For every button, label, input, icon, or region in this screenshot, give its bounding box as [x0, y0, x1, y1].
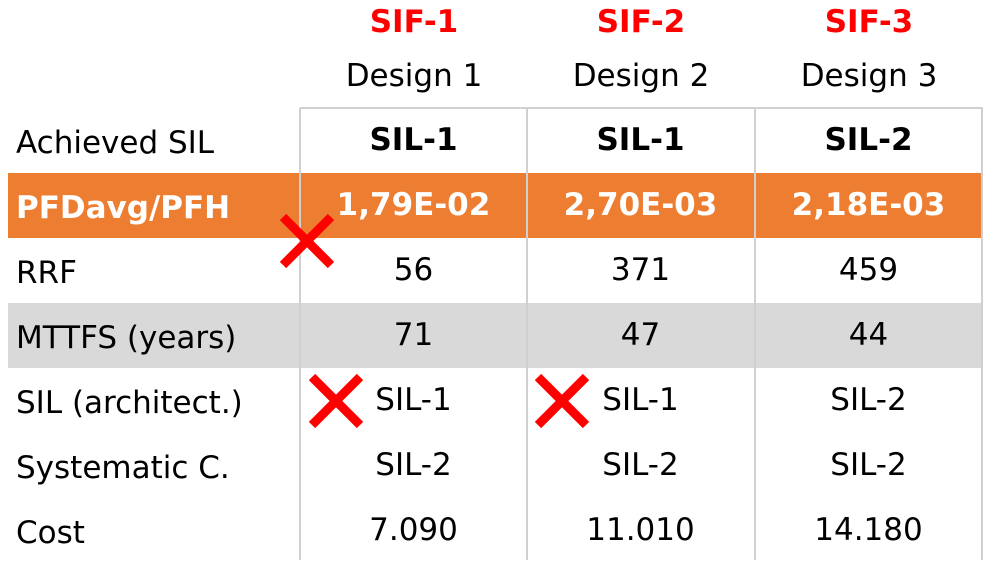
row-label: MTTFS (years)	[16, 320, 237, 356]
table-row: MTTFS (years) 71 47 44	[8, 303, 983, 368]
table-row: SIL (architect.) SIL-1 SIL-1 SIL-2	[8, 368, 983, 433]
table-cell: SIL-2	[375, 447, 452, 483]
table-cell: SIL-2	[830, 447, 907, 483]
row-label: Achieved SIL	[16, 125, 215, 161]
table-cell: SIL-1	[369, 122, 458, 158]
sif-1-header: SIF-1	[369, 4, 459, 40]
cross-mark-icon	[279, 213, 335, 269]
table-cell: SIL-2	[830, 382, 907, 418]
divider	[526, 108, 528, 560]
divider	[300, 107, 983, 109]
table-cell: 7.090	[369, 512, 458, 548]
row-label: SIL (architect.)	[16, 385, 243, 421]
sif-2-header: SIF-2	[596, 4, 686, 40]
row-label: PFDavg/PFH	[16, 190, 231, 226]
table-cell: SIL-2	[602, 447, 679, 483]
table-row: RRF 56 371 459	[8, 238, 983, 303]
table-cell: 2,70E-03	[563, 187, 718, 223]
table-cell: 56	[393, 252, 434, 288]
table-row: Systematic C. SIL-2 SIL-2 SIL-2	[8, 433, 983, 498]
table-cell: SIL-1	[596, 122, 685, 158]
table-cell: 44	[848, 317, 889, 353]
cross-mark-icon	[308, 373, 364, 429]
table-cell: SIL-1	[602, 382, 679, 418]
table-row: Cost 7.090 11.010 14.180	[8, 498, 983, 563]
table-cell: 47	[620, 317, 661, 353]
row-label: RRF	[16, 255, 77, 291]
table-cell: 371	[610, 252, 671, 288]
design-2-header: Design 2	[572, 58, 710, 94]
divider	[754, 108, 756, 560]
table-cell: SIL-1	[375, 382, 452, 418]
divider	[299, 108, 301, 560]
table-cell: SIL-2	[824, 122, 913, 158]
design-1-header: Design 1	[345, 58, 483, 94]
cross-mark-icon	[534, 373, 590, 429]
table-row: Achieved SIL SIL-1 SIL-1 SIL-2	[8, 108, 983, 173]
sif-3-header: SIF-3	[824, 4, 914, 40]
table-cell: 71	[393, 317, 434, 353]
row-label: Systematic C.	[16, 450, 230, 486]
table-cell: 459	[838, 252, 899, 288]
design-3-header: Design 3	[800, 58, 938, 94]
table-cell: 2,18E-03	[791, 187, 946, 223]
table-cell: 11.010	[586, 512, 695, 548]
table-cell: 14.180	[814, 512, 923, 548]
table-cell: 1,79E-02	[336, 187, 491, 223]
divider	[981, 108, 983, 560]
row-label: Cost	[16, 515, 85, 551]
table-row: PFDavg/PFH 1,79E-02 2,70E-03 2,18E-03	[8, 173, 983, 238]
